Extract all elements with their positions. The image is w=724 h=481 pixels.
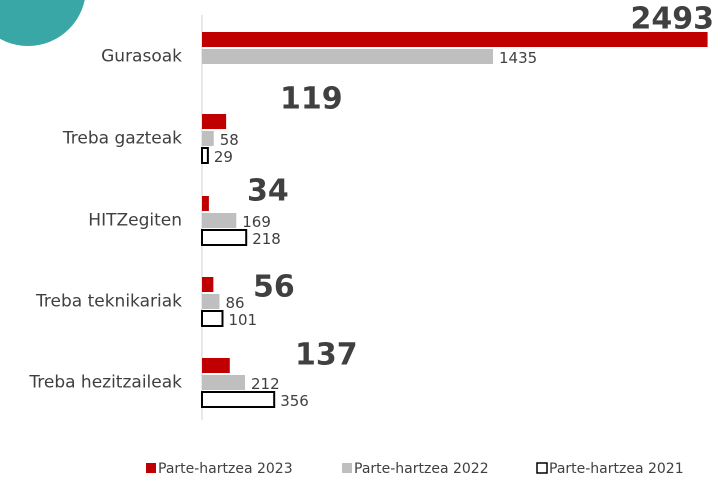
data-label: 119 — [280, 82, 343, 117]
category-label: HITZegiten — [88, 211, 182, 231]
legend-label: Parte-hartzea 2023 — [158, 461, 293, 477]
legend-swatch — [342, 463, 352, 473]
bar — [202, 358, 230, 373]
data-label: 2493 — [631, 2, 715, 37]
bar — [201, 229, 248, 246]
data-label: 137 — [295, 338, 358, 373]
bar — [202, 213, 237, 228]
bar — [201, 310, 224, 327]
bar — [202, 294, 220, 309]
category-label: Treba teknikariak — [35, 292, 182, 312]
bar — [202, 114, 227, 129]
legend-swatch — [536, 462, 548, 474]
category-label: Gurasoak — [101, 47, 182, 67]
bar — [202, 49, 494, 64]
data-label: 56 — [253, 270, 295, 305]
bar — [202, 196, 209, 211]
bar — [202, 32, 708, 47]
bar — [202, 277, 214, 292]
category-label: Treba hezitzaileak — [28, 373, 182, 393]
data-label: 212 — [251, 375, 280, 393]
data-label: 169 — [242, 213, 271, 231]
bar — [201, 391, 276, 408]
data-label: 86 — [225, 294, 244, 312]
data-label: 58 — [220, 131, 239, 149]
bar — [202, 131, 214, 146]
data-label: 1435 — [499, 49, 537, 67]
bar — [202, 375, 245, 390]
legend-label: Parte-hartzea 2022 — [354, 461, 489, 477]
data-label: 34 — [247, 174, 289, 209]
data-label: 29 — [214, 148, 233, 166]
bar — [201, 147, 209, 164]
data-label: 218 — [252, 230, 281, 248]
legend-swatch — [146, 463, 156, 473]
category-label: Treba gazteak — [62, 129, 182, 149]
decoration — [0, 0, 85, 46]
legend-label: Parte-hartzea 2021 — [549, 461, 684, 477]
data-label: 356 — [280, 392, 309, 410]
data-label: 101 — [228, 311, 257, 329]
